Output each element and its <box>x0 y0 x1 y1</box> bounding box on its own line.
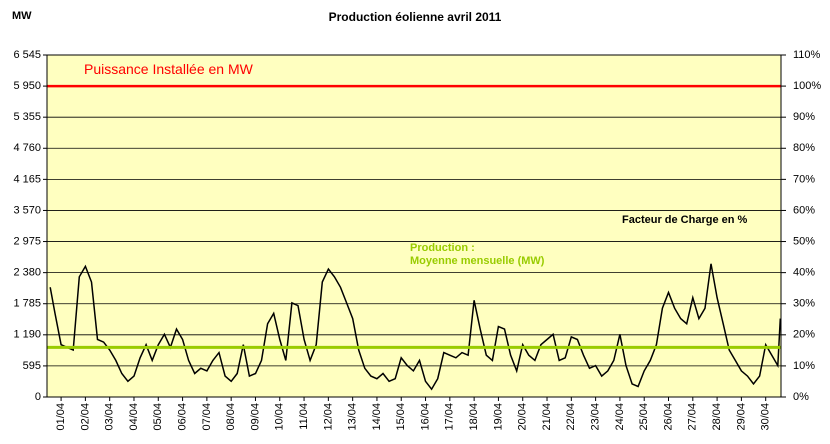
y-tick-label: 6 545 <box>13 49 41 61</box>
y2-axis-label: Facteur de Charge en % <box>622 214 748 226</box>
y-tick-label: 2 975 <box>13 235 41 247</box>
y2-tick-label: 40% <box>793 267 815 279</box>
y2-tick-label: 50% <box>793 235 815 247</box>
x-tick-label: 18/04 <box>468 403 480 431</box>
plot-area <box>47 55 781 397</box>
y-tick-label: 2 380 <box>13 267 41 279</box>
x-tick-label: 15/04 <box>395 403 407 431</box>
x-tick-label: 06/04 <box>176 403 188 431</box>
monthly-mean-label: Production : <box>410 242 475 254</box>
x-tick-label: 28/04 <box>711 403 723 431</box>
installed-capacity-label: Puissance Installée en MW <box>84 61 254 77</box>
x-tick-label: 30/04 <box>760 403 772 431</box>
y2-tick-label: 80% <box>793 142 815 154</box>
monthly-mean-label: Moyenne mensuelle (MW) <box>410 255 545 267</box>
y-tick-label: 3 570 <box>13 204 41 216</box>
x-tick-label: 24/04 <box>614 403 626 431</box>
y2-tick-label: 60% <box>793 204 815 216</box>
plot-border <box>46 54 782 398</box>
x-tick-label: 03/04 <box>104 403 116 431</box>
x-tick-label: 22/04 <box>565 403 577 431</box>
y-tick-label: 0 <box>35 391 41 403</box>
y2-tick-label: 90% <box>793 111 815 123</box>
chart-title: Production éolienne avril 2011 <box>329 10 502 24</box>
x-tick-label: 12/04 <box>322 403 334 431</box>
y2-tick-label: 0% <box>793 391 809 403</box>
x-tick-label: 11/04 <box>298 403 310 430</box>
production-line <box>49 263 782 391</box>
x-tick-label: 16/04 <box>419 403 431 431</box>
x-tick-label: 09/04 <box>249 403 261 431</box>
y-tick-label: 4 760 <box>13 142 41 154</box>
x-tick-label: 25/04 <box>638 403 650 431</box>
x-tick-label: 01/04 <box>55 403 67 431</box>
x-tick-label: 19/04 <box>492 403 504 431</box>
y2-tick-label: 30% <box>793 298 815 310</box>
y-axis-label: MW <box>12 10 32 22</box>
x-tick-label: 04/04 <box>128 403 140 431</box>
x-tick-label: 13/04 <box>347 403 359 431</box>
x-tick-label: 29/04 <box>735 403 747 431</box>
y-tick-label: 4 165 <box>13 173 41 185</box>
y2-tick-label: 100% <box>793 80 821 92</box>
x-tick-label: 17/04 <box>444 403 456 431</box>
y-tick-label: 5 950 <box>13 80 41 92</box>
y2-tick-label: 70% <box>793 173 815 185</box>
x-tick-label: 23/04 <box>590 403 602 431</box>
x-tick-label: 02/04 <box>79 403 91 431</box>
y-tick-label: 5 355 <box>13 111 41 123</box>
x-tick-label: 05/04 <box>152 403 164 431</box>
y-tick-label: 1 785 <box>13 298 41 310</box>
x-tick-label: 08/04 <box>225 403 237 431</box>
y-tick-label: 1 190 <box>13 329 41 341</box>
x-tick-label: 14/04 <box>371 403 383 431</box>
x-tick-label: 20/04 <box>517 403 529 431</box>
y2-tick-label: 20% <box>793 329 815 341</box>
y-tick-label: 595 <box>23 360 41 372</box>
y2-tick-label: 10% <box>793 360 815 372</box>
x-tick-label: 10/04 <box>274 403 286 431</box>
x-tick-label: 21/04 <box>541 403 553 431</box>
x-tick-label: 27/04 <box>687 403 699 431</box>
y2-tick-label: 110% <box>793 49 821 61</box>
x-tick-label: 07/04 <box>201 403 213 431</box>
x-tick-label: 26/04 <box>662 403 674 431</box>
